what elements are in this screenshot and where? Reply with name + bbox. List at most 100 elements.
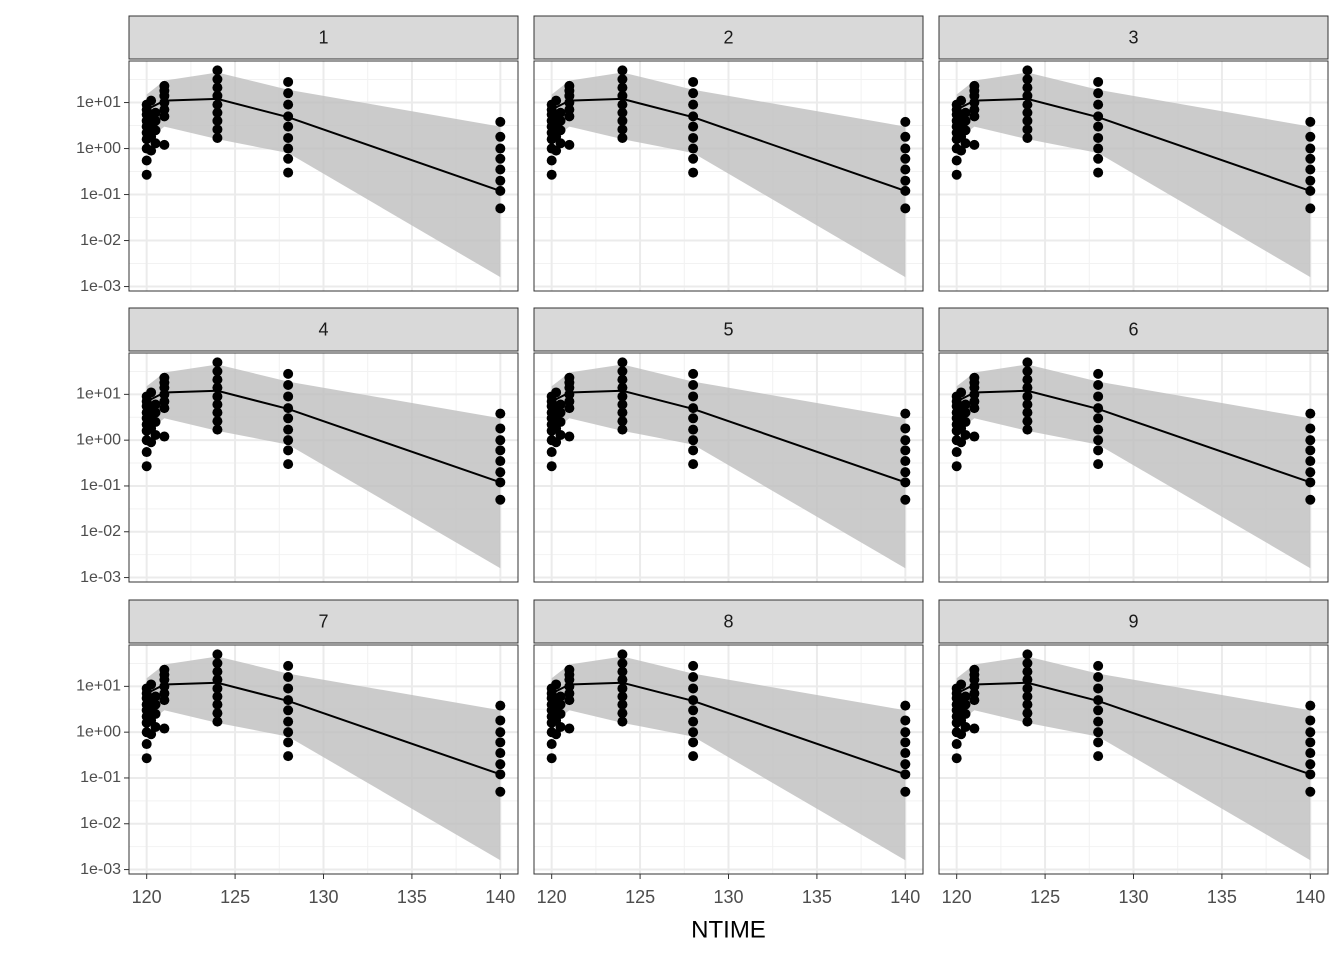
point	[960, 691, 971, 702]
point	[617, 65, 628, 76]
point	[212, 82, 223, 93]
point	[951, 753, 962, 764]
point	[688, 737, 699, 748]
point	[150, 125, 161, 136]
point	[1093, 413, 1104, 424]
point	[900, 435, 911, 446]
point	[495, 467, 506, 478]
panel: 6	[938, 307, 1329, 583]
x-tick-label: 140	[890, 887, 920, 907]
point	[1093, 445, 1104, 456]
point	[1305, 737, 1316, 748]
point	[688, 727, 699, 738]
point	[688, 705, 699, 716]
point	[1093, 672, 1104, 683]
point	[1305, 494, 1316, 505]
point	[960, 416, 971, 427]
point	[555, 416, 566, 427]
point	[564, 372, 575, 383]
point	[1022, 407, 1033, 418]
strip-text: 5	[723, 319, 733, 339]
point	[283, 435, 294, 446]
point	[688, 716, 699, 727]
point	[551, 95, 562, 106]
x-tick-label: 120	[942, 887, 972, 907]
point	[1093, 716, 1104, 727]
point	[688, 459, 699, 470]
point	[956, 437, 967, 448]
point	[1093, 132, 1104, 143]
point	[956, 679, 967, 690]
x-axis-title: NTIME	[691, 916, 766, 943]
point	[283, 121, 294, 132]
strip-text: 6	[1128, 319, 1138, 339]
point	[495, 748, 506, 759]
line	[146, 681, 501, 776]
point	[564, 139, 575, 150]
point	[283, 143, 294, 154]
point	[212, 708, 223, 719]
plot-area	[951, 649, 1316, 861]
plot-area	[546, 649, 911, 861]
x-tick-label: 130	[308, 887, 338, 907]
x-tick-label: 125	[625, 887, 655, 907]
plot-area	[546, 65, 911, 278]
point	[900, 408, 911, 419]
point	[969, 688, 980, 699]
plot-area	[141, 357, 506, 569]
point	[617, 699, 628, 710]
point	[617, 115, 628, 126]
x-tick-label: 130	[713, 887, 743, 907]
point	[617, 132, 628, 143]
point	[555, 699, 566, 710]
point	[1022, 658, 1033, 669]
x-tick-label: 120	[537, 887, 567, 907]
point	[283, 424, 294, 435]
point	[212, 115, 223, 126]
point	[617, 366, 628, 377]
point	[1305, 131, 1316, 142]
point	[495, 203, 506, 214]
point	[1022, 708, 1033, 719]
point	[688, 380, 699, 391]
point	[150, 691, 161, 702]
point	[1093, 391, 1104, 402]
point	[617, 716, 628, 727]
point	[956, 95, 967, 106]
point	[141, 155, 152, 166]
point	[960, 125, 971, 136]
point	[969, 372, 980, 383]
point	[1305, 408, 1316, 419]
line	[956, 389, 1311, 484]
point	[495, 164, 506, 175]
plot-area	[546, 357, 911, 569]
strip-text: 9	[1128, 611, 1138, 631]
point	[688, 121, 699, 132]
point	[617, 407, 628, 418]
y-tick-label: 1e-01	[80, 186, 121, 203]
point	[212, 124, 223, 135]
point	[495, 116, 506, 127]
point	[1093, 751, 1104, 762]
point	[900, 456, 911, 467]
ribbon	[551, 364, 906, 569]
point	[1093, 143, 1104, 154]
line	[551, 681, 906, 776]
point	[951, 155, 962, 166]
panel-border	[533, 644, 924, 875]
point	[900, 759, 911, 770]
point	[159, 396, 170, 407]
point	[969, 664, 980, 675]
panel-border	[938, 60, 1329, 292]
point	[1022, 115, 1033, 126]
panel-border	[938, 352, 1329, 583]
point	[951, 169, 962, 180]
point	[617, 399, 628, 410]
point	[495, 175, 506, 186]
point	[555, 691, 566, 702]
point	[212, 74, 223, 85]
point	[688, 751, 699, 762]
point	[141, 169, 152, 180]
point	[283, 672, 294, 683]
point	[969, 723, 980, 734]
